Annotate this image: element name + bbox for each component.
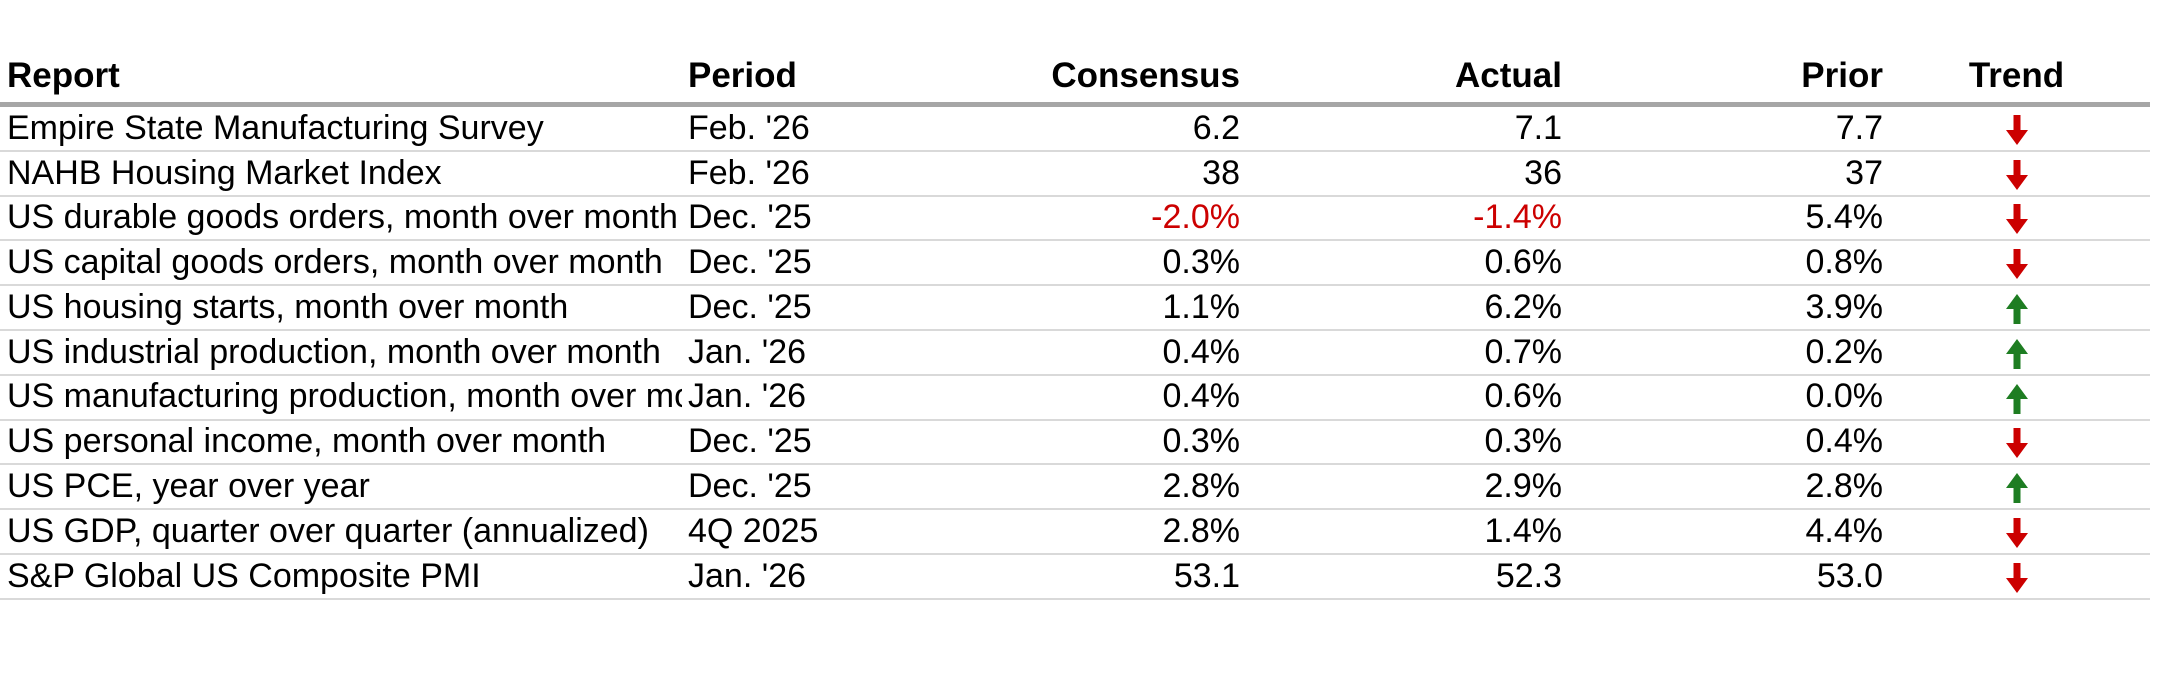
trend-cell xyxy=(1883,334,2150,371)
report-cell: S&P Global US Composite PMI xyxy=(7,557,481,595)
actual-cell: 2.9% xyxy=(1484,467,1563,506)
actual-cell: 0.7% xyxy=(1484,332,1563,371)
actual-cell: 7.1 xyxy=(1514,108,1562,147)
actual-cell: -1.4% xyxy=(1473,198,1562,237)
column-header-report: Report xyxy=(7,56,120,95)
period-cell: Feb. '26 xyxy=(688,154,810,192)
trend-cell xyxy=(1883,289,2150,326)
table-row: US PCE, year over year Dec. '25 2.8% 2.9… xyxy=(0,465,2150,511)
report-cell: NAHB Housing Market Index xyxy=(7,154,442,192)
period-cell: Dec. '25 xyxy=(688,199,812,237)
actual-cell: 36 xyxy=(1524,153,1562,192)
trend-cell xyxy=(1883,244,2150,281)
trend-up-icon xyxy=(2005,383,2028,414)
consensus-cell: 0.3% xyxy=(1162,422,1241,461)
report-cell: US PCE, year over year xyxy=(7,468,370,506)
report-cell: US housing starts, month over month xyxy=(7,288,569,326)
consensus-cell: 38 xyxy=(1202,153,1240,192)
trend-down-icon xyxy=(2005,204,2028,235)
consensus-cell: 0.4% xyxy=(1162,377,1241,416)
table-row: US manufacturing production, month over … xyxy=(0,376,2150,421)
economic-reports-table: Report Period Consensus Actual Prior Tre… xyxy=(0,55,2150,600)
trend-down-icon xyxy=(2005,517,2028,548)
prior-cell: 5.4% xyxy=(1805,198,1884,237)
period-cell: Feb. '26 xyxy=(688,109,810,147)
column-header-consensus: Consensus xyxy=(1051,55,1240,95)
consensus-cell: 0.4% xyxy=(1162,332,1241,371)
report-cell: US industrial production, month over mon… xyxy=(7,333,661,371)
table-row: US housing starts, month over month Dec.… xyxy=(0,286,2150,331)
prior-cell: 0.8% xyxy=(1805,243,1884,282)
consensus-cell: 53.1 xyxy=(1173,556,1240,595)
column-header-trend: Trend xyxy=(1968,55,2065,95)
table-row: US GDP, quarter over quarter (annualized… xyxy=(0,510,2150,555)
column-header-prior: Prior xyxy=(1801,55,1883,95)
trend-cell xyxy=(1883,513,2150,550)
table-row: US capital goods orders, month over mont… xyxy=(0,241,2150,287)
consensus-cell: 0.3% xyxy=(1162,243,1241,282)
report-cell: US durable goods orders, month over mont… xyxy=(7,199,678,237)
trend-up-icon xyxy=(2005,293,2028,324)
column-header-actual: Actual xyxy=(1455,55,1562,95)
consensus-cell: 2.8% xyxy=(1162,511,1241,550)
prior-cell: 2.8% xyxy=(1805,467,1884,506)
consensus-cell: 6.2 xyxy=(1192,108,1240,147)
consensus-cell: 2.8% xyxy=(1162,467,1241,506)
report-cell: US capital goods orders, month over mont… xyxy=(7,244,663,282)
period-cell: Dec. '25 xyxy=(688,468,812,506)
actual-cell: 0.6% xyxy=(1484,377,1563,416)
trend-down-icon xyxy=(2005,114,2028,145)
period-cell: 4Q 2025 xyxy=(688,512,819,550)
prior-cell: 37 xyxy=(1845,153,1883,192)
report-cell: US GDP, quarter over quarter (annualized… xyxy=(7,512,649,550)
column-header-period: Period xyxy=(688,56,797,95)
actual-cell: 52.3 xyxy=(1495,556,1562,595)
trend-cell xyxy=(1883,199,2150,236)
table-row: NAHB Housing Market Index Feb. '26 38 36… xyxy=(0,152,2150,197)
table-row: S&P Global US Composite PMI Jan. '26 53.… xyxy=(0,555,2150,600)
table-row: US personal income, month over month Dec… xyxy=(0,421,2150,466)
actual-cell: 1.4% xyxy=(1484,511,1563,550)
prior-cell: 3.9% xyxy=(1805,287,1884,326)
table-row: Empire State Manufacturing Survey Feb. '… xyxy=(0,107,2150,152)
prior-cell: 0.4% xyxy=(1805,422,1884,461)
period-cell: Jan. '26 xyxy=(688,333,807,371)
actual-cell: 0.3% xyxy=(1484,422,1563,461)
trend-down-icon xyxy=(2005,562,2028,593)
trend-up-icon xyxy=(2005,338,2028,369)
trend-cell xyxy=(1883,378,2150,415)
actual-cell: 6.2% xyxy=(1484,287,1563,326)
period-cell: Jan. '26 xyxy=(688,378,807,416)
table-row: US durable goods orders, month over mont… xyxy=(0,197,2150,242)
trend-down-icon xyxy=(2005,428,2028,459)
report-cell: US personal income, month over month xyxy=(7,423,607,461)
period-cell: Jan. '26 xyxy=(688,557,807,595)
trend-cell xyxy=(1883,110,2150,147)
table-header-row: Report Period Consensus Actual Prior Tre… xyxy=(0,55,2150,107)
trend-cell xyxy=(1883,423,2150,460)
prior-cell: 4.4% xyxy=(1805,511,1884,550)
actual-cell: 0.6% xyxy=(1484,243,1563,282)
trend-cell xyxy=(1883,558,2150,595)
period-cell: Dec. '25 xyxy=(688,244,812,282)
trend-down-icon xyxy=(2005,159,2028,190)
prior-cell: 0.2% xyxy=(1805,332,1884,371)
prior-cell: 7.7 xyxy=(1835,108,1883,147)
trend-up-icon xyxy=(2005,473,2028,504)
table-row: US industrial production, month over mon… xyxy=(0,331,2150,376)
trend-cell xyxy=(1883,468,2150,505)
period-cell: Dec. '25 xyxy=(688,423,812,461)
consensus-cell: 1.1% xyxy=(1162,287,1241,326)
report-cell: US manufacturing production, month over … xyxy=(7,378,682,416)
prior-cell: 53.0 xyxy=(1816,556,1883,595)
trend-cell xyxy=(1883,155,2150,192)
table-body: Empire State Manufacturing Survey Feb. '… xyxy=(0,107,2150,600)
prior-cell: 0.0% xyxy=(1805,377,1884,416)
report-cell: Empire State Manufacturing Survey xyxy=(7,109,544,147)
period-cell: Dec. '25 xyxy=(688,288,812,326)
consensus-cell: -2.0% xyxy=(1151,198,1240,237)
trend-down-icon xyxy=(2005,249,2028,280)
